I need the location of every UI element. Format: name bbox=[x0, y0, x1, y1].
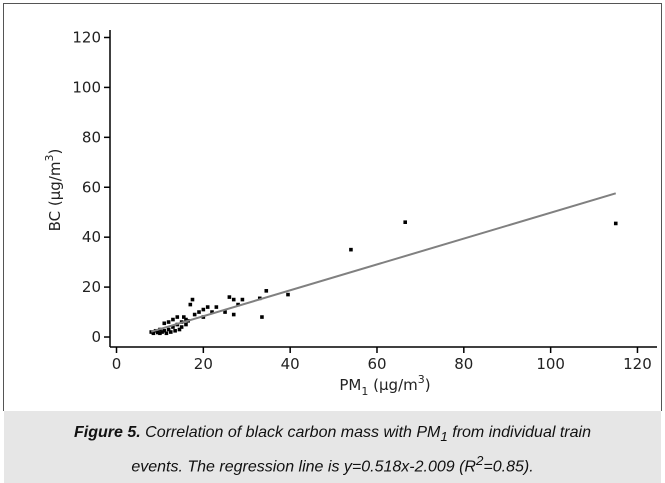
point bbox=[197, 310, 201, 314]
point bbox=[168, 330, 173, 334]
y-tick-label: 20 bbox=[82, 278, 101, 296]
point bbox=[149, 330, 154, 334]
x-label-sup: 3 bbox=[418, 373, 425, 386]
x-tick-label: 20 bbox=[194, 355, 213, 373]
point bbox=[240, 297, 245, 302]
caption-sup: 2 bbox=[475, 453, 484, 469]
caption-text: events. The regression line is y=0.518x-… bbox=[131, 458, 476, 476]
point bbox=[171, 317, 175, 322]
frame bbox=[3, 3, 662, 411]
caption-label: Figure 5. bbox=[74, 424, 141, 441]
y-label-part: ) bbox=[46, 149, 64, 155]
caption: Figure 5. Correlation of black carbon ma… bbox=[4, 411, 661, 483]
x-tick-label: 40 bbox=[281, 355, 300, 373]
point bbox=[188, 302, 193, 307]
point bbox=[151, 331, 156, 336]
y-tick-label: 40 bbox=[82, 228, 101, 246]
point bbox=[236, 302, 240, 307]
point bbox=[231, 312, 236, 317]
x-label-part: (µg/m bbox=[368, 376, 417, 394]
y-label-sup: 3 bbox=[43, 155, 56, 162]
caption-text: from individual train bbox=[447, 424, 591, 441]
caption-text: =0.85). bbox=[483, 458, 534, 476]
point bbox=[264, 289, 269, 293]
x-label-sub: 1 bbox=[361, 385, 368, 398]
point bbox=[613, 221, 618, 226]
x-label-part: ) bbox=[425, 376, 431, 394]
point bbox=[192, 312, 197, 317]
point bbox=[349, 247, 353, 252]
regression-line bbox=[150, 192, 617, 333]
y-tick-label: 60 bbox=[82, 178, 101, 196]
point bbox=[164, 331, 169, 336]
point bbox=[175, 315, 180, 319]
point bbox=[171, 325, 175, 329]
point bbox=[260, 315, 264, 319]
point bbox=[162, 321, 167, 326]
y-tick-label: 120 bbox=[72, 28, 101, 46]
y-tick-label: 100 bbox=[72, 78, 101, 96]
caption-text: Correlation of black carbon mass with PM bbox=[140, 424, 441, 441]
point bbox=[223, 310, 227, 314]
point bbox=[182, 315, 186, 319]
x-tick-label: 0 bbox=[112, 355, 122, 373]
point bbox=[214, 305, 219, 309]
point bbox=[210, 310, 214, 314]
y-tick-label: 80 bbox=[82, 128, 101, 146]
point bbox=[205, 305, 210, 309]
point bbox=[166, 327, 171, 332]
y-axis-label: BC (µg/m3) bbox=[43, 149, 64, 232]
y-tick-label: 0 bbox=[91, 328, 101, 346]
x-tick-label: 80 bbox=[454, 355, 473, 373]
point bbox=[201, 307, 206, 312]
x-tick-label: 100 bbox=[536, 355, 565, 373]
point bbox=[173, 328, 177, 333]
x-tick-label: 60 bbox=[367, 355, 386, 373]
point bbox=[403, 220, 408, 224]
point bbox=[158, 331, 162, 336]
point bbox=[227, 295, 232, 299]
point bbox=[286, 292, 290, 297]
point bbox=[160, 330, 164, 334]
point bbox=[155, 330, 160, 335]
caption-sub: 1 bbox=[440, 429, 448, 445]
point bbox=[231, 297, 236, 302]
point bbox=[179, 325, 184, 329]
point bbox=[190, 297, 195, 302]
point bbox=[177, 327, 182, 332]
point bbox=[184, 322, 188, 327]
point bbox=[184, 317, 188, 322]
point bbox=[166, 320, 171, 324]
point bbox=[162, 328, 167, 333]
x-label-part: PM bbox=[339, 376, 361, 394]
x-tick-label: 120 bbox=[623, 355, 652, 373]
y-label-part: BC (µg/m bbox=[46, 162, 64, 232]
x-axis-label: PM1 (µg/m3) bbox=[339, 373, 430, 398]
